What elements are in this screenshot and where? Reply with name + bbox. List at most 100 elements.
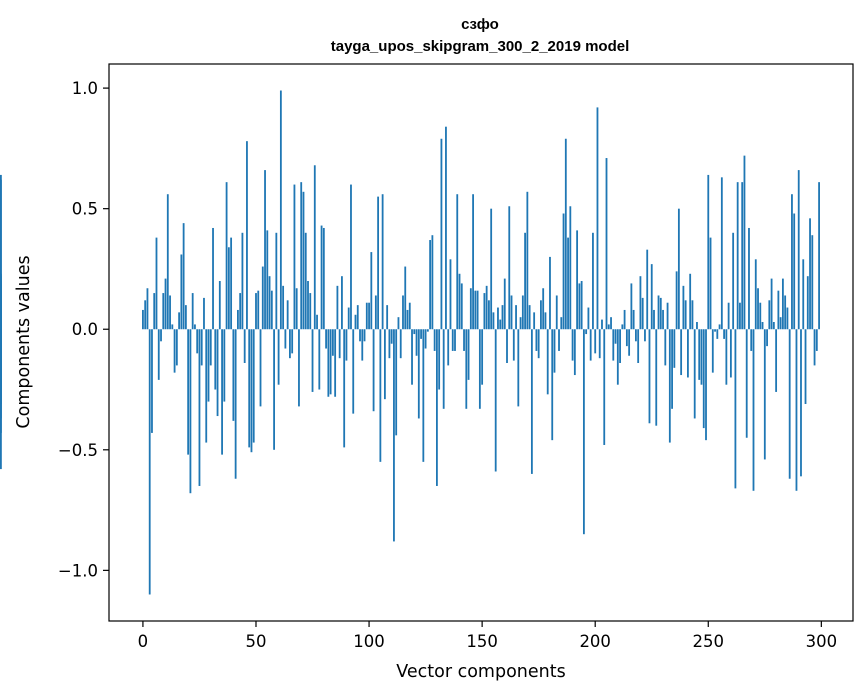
bar	[279, 90, 282, 330]
bar	[438, 329, 441, 390]
bar	[160, 329, 162, 342]
bar	[0, 314, 2, 330]
bar	[707, 174, 710, 330]
bar	[209, 329, 212, 366]
bar	[585, 329, 588, 335]
bar	[521, 295, 524, 330]
bar	[793, 213, 796, 330]
bar	[809, 218, 811, 330]
bar	[203, 297, 205, 330]
bar	[198, 329, 201, 486]
bar	[614, 329, 617, 344]
bar	[736, 182, 739, 330]
bar	[732, 232, 735, 330]
bar	[291, 329, 294, 354]
bar	[592, 232, 594, 330]
bar	[544, 312, 547, 330]
bar	[632, 309, 635, 330]
bar	[806, 276, 809, 330]
bar	[454, 329, 456, 351]
bar	[542, 288, 545, 330]
bar	[815, 329, 818, 351]
bar	[648, 329, 651, 424]
bar	[644, 329, 646, 342]
bar	[447, 329, 450, 366]
bar	[433, 329, 436, 351]
bar	[725, 329, 728, 385]
bar	[436, 329, 438, 486]
bar	[207, 329, 210, 402]
y-axis-ticks: −1.0 −0.5 0.0 0.5 1.0	[58, 79, 109, 580]
bar	[155, 237, 158, 330]
x-tick-label: 250	[693, 632, 725, 651]
bar	[368, 302, 370, 330]
bar	[429, 240, 432, 330]
bar	[589, 329, 592, 361]
bar	[266, 230, 269, 330]
y-tick-label: −1.0	[58, 561, 98, 580]
bar	[671, 329, 673, 409]
bar	[795, 329, 798, 491]
bar	[702, 329, 705, 429]
bar	[741, 182, 744, 330]
bar	[408, 302, 411, 330]
bar	[309, 293, 312, 330]
bar	[766, 329, 768, 347]
bar	[338, 329, 341, 359]
bar	[777, 290, 780, 330]
bar	[497, 307, 499, 330]
bar	[325, 329, 327, 349]
bar	[621, 324, 624, 330]
bar	[818, 182, 820, 330]
bar	[460, 283, 463, 330]
bar	[307, 281, 309, 330]
bar	[386, 305, 389, 330]
bar	[508, 206, 511, 330]
bar	[144, 300, 147, 330]
bar	[639, 276, 642, 330]
x-tick-label: 0	[138, 632, 149, 651]
bar	[476, 290, 479, 330]
bar	[797, 170, 800, 330]
bar	[426, 329, 429, 332]
bar	[442, 329, 445, 409]
bar	[223, 329, 226, 402]
bar	[0, 329, 2, 380]
bar	[515, 305, 517, 330]
bar	[791, 194, 793, 330]
bar	[142, 309, 144, 330]
bar	[693, 329, 696, 419]
bar	[180, 254, 183, 330]
bar	[248, 329, 251, 448]
bar	[0, 179, 2, 330]
bar	[759, 302, 762, 330]
bar	[754, 259, 757, 330]
bar	[200, 329, 203, 366]
bar	[331, 329, 334, 356]
bar	[630, 283, 633, 330]
bar	[811, 235, 814, 330]
bar	[151, 329, 153, 433]
bar	[431, 235, 434, 330]
bar	[578, 283, 581, 330]
bar	[356, 305, 359, 330]
bar	[687, 329, 689, 378]
bar	[212, 227, 214, 330]
bar	[555, 295, 558, 330]
bar	[327, 329, 330, 397]
bar	[775, 329, 778, 392]
bar	[343, 329, 346, 448]
bar	[757, 288, 759, 330]
bar	[173, 329, 176, 373]
x-tick-label: 100	[353, 632, 385, 651]
bar	[225, 182, 228, 330]
bar	[404, 266, 407, 330]
bar	[619, 329, 621, 363]
bar	[646, 249, 649, 330]
bar	[300, 182, 303, 330]
bar	[252, 329, 255, 443]
bar	[761, 322, 764, 330]
bar	[657, 295, 660, 330]
bar	[677, 208, 680, 330]
bar	[689, 273, 692, 330]
